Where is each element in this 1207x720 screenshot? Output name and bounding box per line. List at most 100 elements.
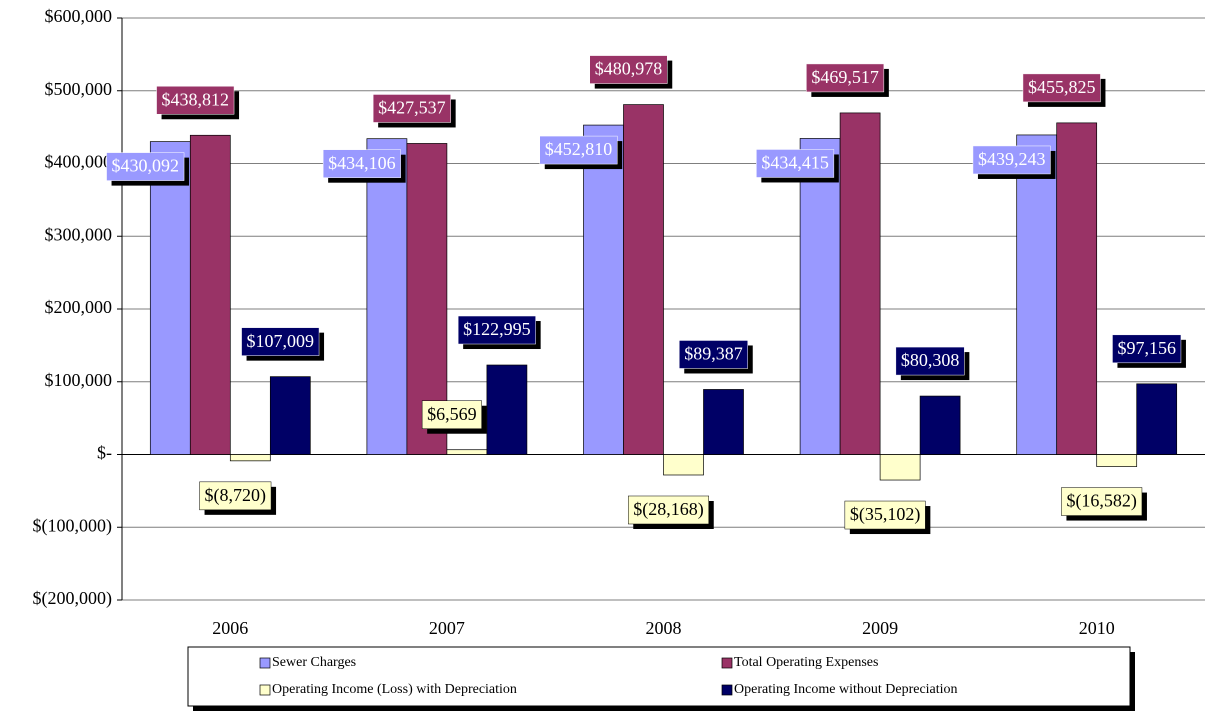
data-label-text: $455,825 — [1028, 77, 1096, 97]
label-box — [457, 315, 536, 345]
data-label-text: $(28,168) — [633, 499, 704, 520]
label-box — [1022, 73, 1101, 103]
label-box — [972, 145, 1051, 175]
y-tick-label: $200,000 — [45, 297, 113, 317]
bar — [486, 364, 528, 455]
bar — [919, 395, 961, 455]
legend-label: Operating Income (Loss) with Depreciatio… — [272, 682, 517, 697]
bar — [1136, 383, 1178, 455]
label-box — [156, 86, 235, 115]
data-label-text: $480,978 — [595, 59, 663, 79]
legend-box — [187, 646, 1131, 707]
legend-swatch — [721, 657, 733, 669]
data-label-text: $122,995 — [463, 319, 531, 339]
bar — [149, 141, 191, 455]
label-box — [1061, 487, 1143, 516]
label-box — [199, 481, 272, 511]
y-tick-label: $600,000 — [45, 6, 113, 26]
data-label: $452,810 — [539, 135, 623, 170]
x-tick-label: 2010 — [1079, 618, 1115, 638]
data-label: $427,537 — [372, 94, 456, 128]
legend-swatch — [259, 657, 271, 669]
data-label-text: $438,812 — [162, 89, 230, 109]
label-box — [679, 340, 748, 369]
bar — [799, 138, 841, 455]
data-label-text: $430,092 — [112, 156, 180, 176]
data-label: $438,812 — [156, 86, 240, 120]
bar — [446, 449, 488, 455]
label-box — [628, 495, 709, 525]
bar — [189, 134, 231, 455]
data-label: $97,156 — [1112, 334, 1186, 368]
data-label: $439,243 — [972, 145, 1056, 179]
x-tick-label: 2008 — [646, 618, 682, 638]
legend-label: Operating Income without Depreciation — [734, 682, 958, 697]
legend-swatch — [259, 684, 271, 696]
label-box — [1112, 334, 1182, 364]
data-label: $434,415 — [756, 149, 839, 183]
bar — [269, 376, 311, 455]
label-box — [106, 152, 185, 181]
label-box — [421, 400, 482, 429]
x-tick-label: 2006 — [212, 618, 248, 638]
y-tick-label: $500,000 — [45, 79, 113, 99]
data-label-text: $427,537 — [378, 98, 446, 118]
bar — [583, 124, 624, 455]
y-tick-label: $- — [97, 443, 112, 463]
y-tick-label: $100,000 — [45, 370, 113, 390]
bar — [663, 454, 704, 476]
data-label-text: $107,009 — [247, 331, 315, 351]
label-box — [589, 55, 668, 84]
bar — [366, 138, 408, 455]
data-label: $(16,582) — [1061, 487, 1147, 521]
data-label: $(8,720) — [199, 481, 277, 515]
data-label-text: $469,517 — [811, 67, 879, 87]
data-label: $89,387 — [679, 340, 753, 374]
legend: Sewer Charges Total Operating Expenses Ope… — [187, 646, 1135, 711]
data-label-text: $(8,720) — [205, 485, 267, 506]
bar — [1056, 122, 1098, 455]
data-label: $6,569 — [421, 400, 487, 434]
bar — [229, 454, 271, 462]
legend-swatch — [721, 684, 733, 696]
data-label: $434,106 — [322, 149, 406, 183]
x-tick-label: 2009 — [862, 618, 898, 638]
y-tick-label: $(200,000) — [33, 588, 113, 609]
data-label: $107,009 — [241, 327, 325, 361]
label-box — [806, 63, 885, 93]
label-box — [756, 149, 835, 178]
data-label: $455,825 — [1022, 73, 1106, 107]
legend-label: Total Operating Expenses — [734, 655, 878, 670]
data-label-text: $439,243 — [978, 149, 1046, 169]
data-label-text: $89,387 — [684, 344, 743, 364]
bar — [839, 112, 881, 455]
data-label-text: $434,106 — [328, 153, 396, 173]
label-box — [844, 500, 926, 530]
bar — [1096, 454, 1138, 467]
data-label-text: $6,569 — [427, 404, 477, 424]
bar — [703, 389, 744, 455]
label-box — [372, 94, 451, 123]
x-tick-label: 2007 — [429, 618, 465, 638]
data-label: $480,978 — [589, 55, 673, 89]
data-label-text: $452,810 — [545, 139, 613, 159]
data-label: $(35,102) — [844, 500, 931, 535]
data-label: $(28,168) — [628, 495, 714, 529]
data-label-text: $434,415 — [761, 153, 829, 173]
legend-label: Sewer Charges — [272, 655, 356, 670]
bar — [1016, 134, 1058, 455]
label-box — [895, 346, 965, 376]
data-label: $469,517 — [806, 63, 889, 97]
label-box — [322, 149, 401, 178]
label-box — [241, 327, 320, 356]
data-label: $80,308 — [895, 346, 970, 381]
y-tick-label: $400,000 — [45, 152, 113, 172]
bar — [623, 104, 664, 455]
data-label-text: $(35,102) — [850, 504, 921, 525]
y-tick-label: $300,000 — [45, 224, 113, 244]
data-label-text: $(16,582) — [1066, 491, 1137, 512]
data-label: $122,995 — [457, 315, 541, 350]
y-tick-label: $(100,000) — [33, 515, 113, 536]
label-box — [539, 135, 618, 165]
